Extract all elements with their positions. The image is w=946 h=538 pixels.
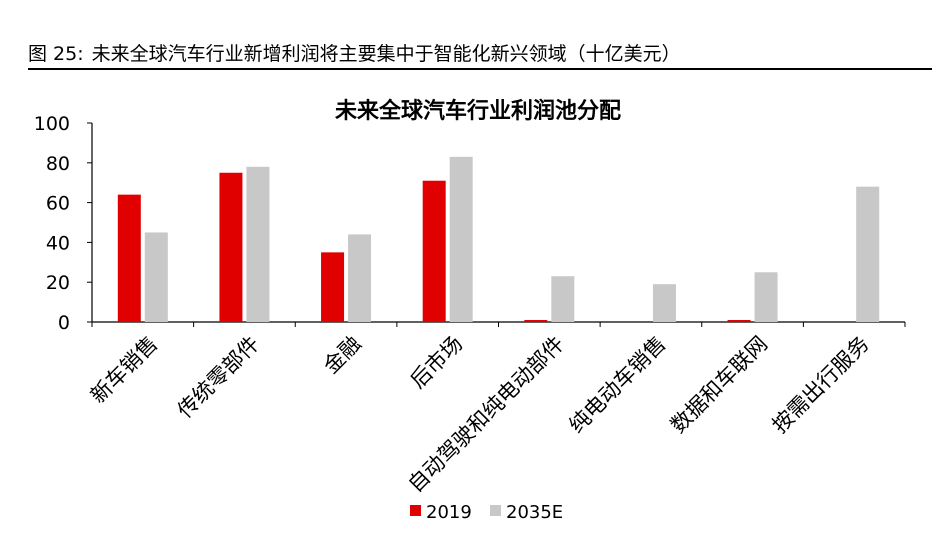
bar-2035E-6	[754, 272, 778, 322]
bar-2035E-5	[652, 284, 676, 322]
x-tick-label: 后市场	[406, 332, 468, 394]
x-tick-label: 纯电动车销售	[564, 332, 670, 438]
y-tick-label: 20	[46, 272, 70, 294]
bar-2019-4	[524, 320, 548, 322]
bar-2035E-0	[144, 232, 168, 322]
bar-2035E-3	[449, 156, 473, 322]
x-tick-label: 新车销售	[86, 332, 162, 408]
x-tick-label: 数据和车联网	[666, 332, 772, 438]
figure-label: 图 25:	[28, 43, 84, 65]
x-tick-label: 传统零部件	[173, 332, 264, 423]
legend-swatch-2035E	[490, 505, 501, 516]
bar-2019-0	[117, 194, 141, 322]
bar-2019-1	[219, 172, 243, 322]
y-tick-label: 0	[58, 312, 70, 334]
legend-label-2019: 2019	[426, 502, 472, 523]
bar-2035E-7	[856, 186, 880, 322]
legend-swatch-2019	[410, 505, 421, 516]
bar-2019-2	[321, 252, 345, 322]
bar-2035E-4	[551, 276, 575, 322]
y-tick-label: 80	[46, 153, 70, 175]
bar-2035E-2	[348, 234, 372, 322]
x-tick-label: 金融	[319, 332, 366, 379]
figure-caption-text: 未来全球汽车行业新增利润将主要集中于智能化新兴领域（十亿美元）	[91, 43, 681, 65]
bar-2035E-1	[246, 166, 270, 322]
y-tick-label: 100	[34, 113, 70, 135]
figure-caption: 图 25: 未来全球汽车行业新增利润将主要集中于智能化新兴领域（十亿美元）	[28, 40, 932, 70]
x-tick-label: 按需出行服务	[768, 332, 874, 438]
y-tick-label: 60	[46, 193, 70, 215]
y-tick-label: 40	[46, 232, 70, 254]
chart-title: 未来全球汽车行业利润池分配	[335, 98, 621, 124]
bar-2019-6	[727, 320, 751, 322]
bar-2019-3	[422, 180, 446, 322]
legend-label-2035E: 2035E	[506, 502, 563, 523]
